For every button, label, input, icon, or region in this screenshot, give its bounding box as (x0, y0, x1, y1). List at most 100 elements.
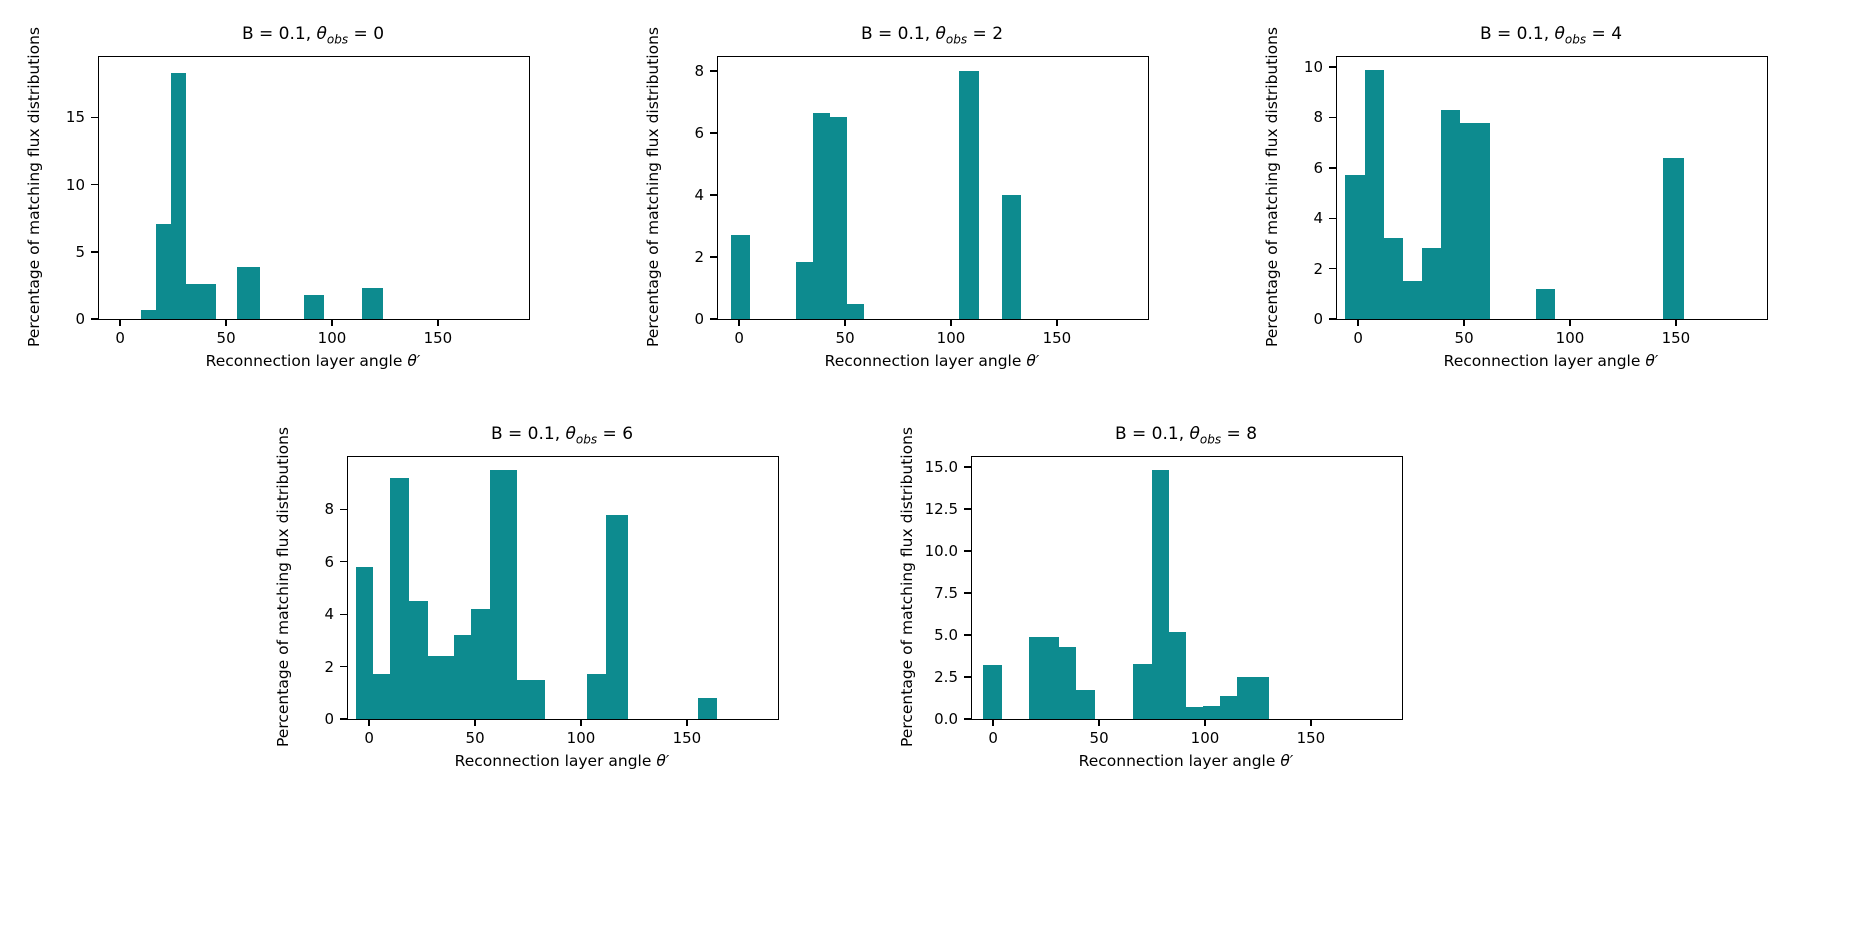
y-tick (963, 550, 971, 552)
y-tick (709, 194, 717, 196)
x-tick (437, 319, 439, 326)
x-tick (1204, 719, 1206, 726)
x-tick-label: 150 (423, 329, 453, 347)
x-tick (738, 319, 740, 326)
y-tick-label: 2.5 (934, 668, 958, 686)
y-tick (1328, 267, 1336, 270)
theta-subscript: obs (575, 432, 598, 447)
x-tick-label: 150 (1661, 329, 1691, 347)
chart-title-equals: = (1586, 24, 1612, 44)
x-axis-label: Reconnection layer angle θ′ (971, 752, 1401, 770)
y-tick-label: 5 (75, 242, 85, 261)
chart-title: B = 0.1, θobs = 4 (1336, 24, 1766, 46)
histogram-bar (236, 266, 260, 319)
histogram-bar (1536, 288, 1556, 319)
histogram-bar (1236, 677, 1269, 719)
histogram-bar (1440, 109, 1460, 319)
x-axis-theta-symbol: θ′ (656, 752, 670, 770)
histogram-bar (830, 117, 848, 319)
histogram-bar (1663, 157, 1685, 319)
theta-obs-value: 2 (992, 24, 1004, 44)
y-tick-label: 0 (75, 310, 85, 328)
x-axis-label: Reconnection layer angle θ′ (98, 352, 528, 370)
y-axis-label: Percentage of matching flux distribution… (271, 427, 295, 747)
chart-title-prefix: B = 0.1, (490, 424, 566, 444)
theta-subscript: obs (1199, 432, 1222, 447)
x-tick (844, 319, 846, 326)
y-axis-label-text: Percentage of matching flux distribution… (274, 427, 292, 747)
y-tick-label: 6 (324, 552, 334, 571)
histogram-bar (489, 470, 518, 719)
x-tick-label: 50 (465, 729, 485, 747)
y-axis-label-text: Percentage of matching flux distribution… (644, 27, 662, 347)
histogram-bar (1459, 122, 1490, 319)
theta-subscript: obs (326, 32, 349, 47)
histogram-bar (156, 223, 172, 319)
histogram-bar (409, 601, 429, 719)
y-tick-label: 5.0 (934, 626, 958, 645)
x-tick (1056, 319, 1058, 326)
y-tick-label: 12.5 (924, 500, 958, 519)
histogram-bar (1402, 281, 1422, 319)
histogram-bar (697, 698, 717, 719)
y-axis-label: Percentage of matching flux distribution… (895, 427, 919, 747)
chart-title-equals: = (597, 424, 623, 444)
y-tick (90, 116, 98, 119)
theta-symbol: θ (935, 24, 946, 44)
y-tick-label: 4 (694, 185, 704, 204)
histogram-bar (813, 112, 831, 319)
y-axis-label-text: Percentage of matching flux distribution… (25, 27, 43, 347)
histogram-bar (1001, 194, 1021, 319)
y-tick (1328, 217, 1336, 219)
x-tick (474, 719, 476, 726)
histogram-bar (1075, 690, 1095, 719)
histogram-bar (361, 288, 383, 319)
histogram-bar (1383, 238, 1403, 319)
y-tick (339, 508, 347, 511)
y-tick (963, 508, 971, 510)
chart-title-equals: = (967, 24, 993, 44)
x-tick-label: 50 (1454, 329, 1474, 347)
y-tick (963, 634, 971, 636)
x-tick-label: 0 (734, 329, 744, 347)
y-axis-label: Percentage of matching flux distribution… (641, 27, 665, 347)
x-tick (1675, 319, 1677, 326)
x-tick (950, 319, 952, 326)
theta-obs-value: 8 (1246, 424, 1258, 444)
y-tick-label: 2 (694, 247, 704, 266)
y-tick (709, 132, 717, 134)
histogram-bar (185, 284, 216, 319)
x-tick-label: 100 (936, 329, 966, 347)
x-tick-label: 0 (115, 329, 125, 347)
histogram-bar (304, 294, 324, 319)
theta-symbol: θ (1554, 24, 1565, 44)
y-tick-label: 10 (65, 175, 85, 194)
x-tick-label: 150 (1042, 329, 1072, 347)
y-tick (90, 318, 98, 320)
y-tick (339, 613, 347, 615)
histogram-bar (1185, 707, 1203, 719)
x-tick (119, 319, 121, 326)
x-axis-label: Reconnection layer angle θ′ (347, 752, 777, 770)
histogram-bar (1421, 248, 1441, 319)
chart-panel: B = 0.1, θobs = 2 Percentage of matching … (635, 8, 1235, 406)
x-axis-theta-symbol: θ′ (1026, 352, 1040, 370)
histogram-bar (1364, 69, 1384, 319)
chart-panel: B = 0.1, θobs = 4 Percentage of matching … (1254, 8, 1854, 406)
histogram-bar (428, 656, 454, 719)
y-axis-label-text: Percentage of matching flux distribution… (898, 427, 916, 747)
x-tick (686, 719, 688, 726)
histogram-bar (982, 665, 1002, 719)
histogram-bar (959, 70, 979, 319)
x-tick (1357, 319, 1359, 326)
y-tick (1328, 167, 1336, 169)
y-tick (709, 318, 717, 320)
chart-title-prefix: B = 0.1, (1479, 24, 1555, 44)
histogram-bar (1058, 646, 1076, 719)
x-tick (225, 319, 227, 326)
y-axis-label-text: Percentage of matching flux distribution… (1263, 27, 1281, 347)
x-axis-label-text: Reconnection layer angle (454, 752, 657, 770)
y-tick (339, 718, 347, 720)
x-tick-label: 100 (1190, 729, 1220, 747)
